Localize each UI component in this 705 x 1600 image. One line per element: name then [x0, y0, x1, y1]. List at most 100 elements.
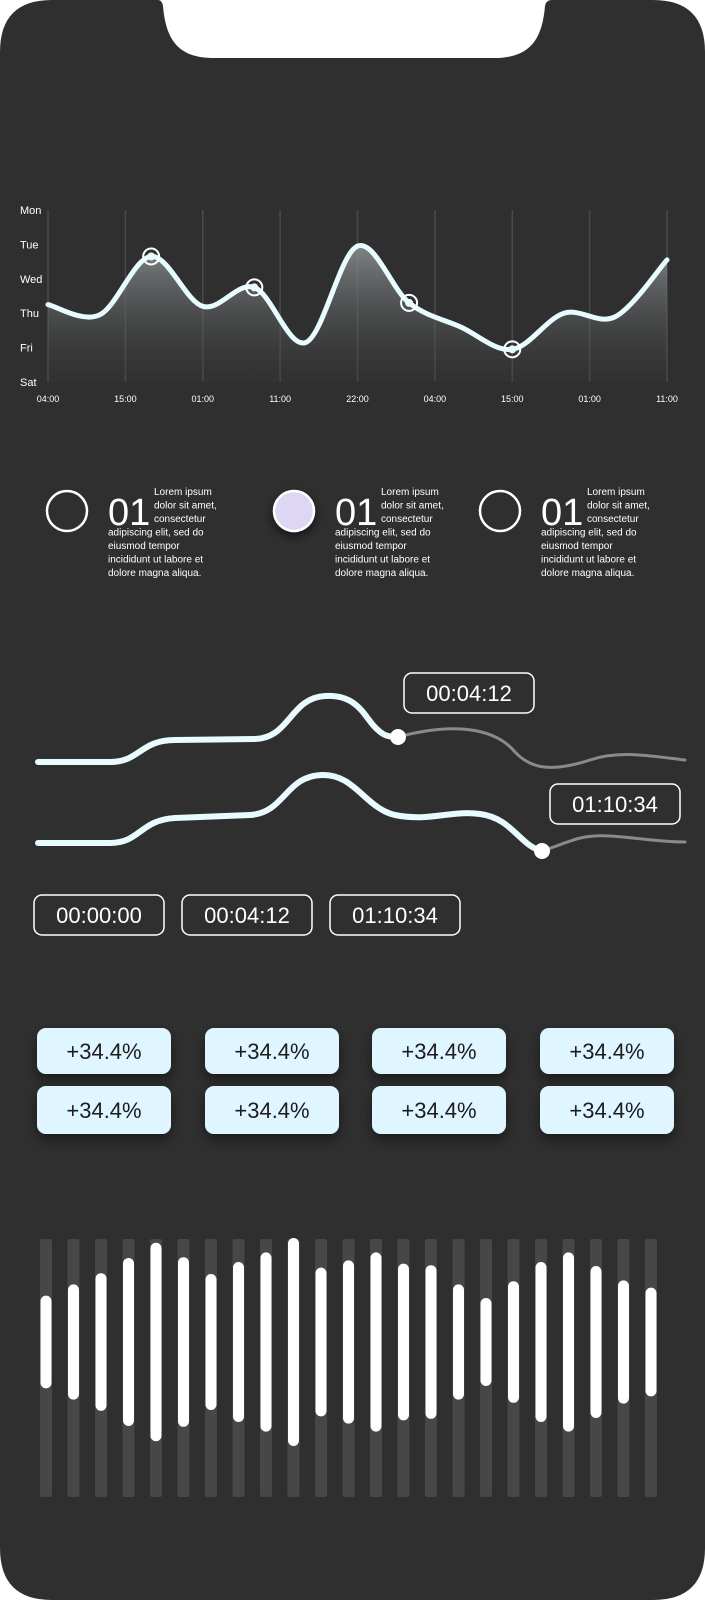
x-tick-label: 15:00: [114, 394, 137, 404]
time-chip[interactable]: 00:00:00: [33, 894, 165, 936]
time-chips: 00:00:00 00:04:12 01:10:34: [33, 894, 461, 936]
percent-pill[interactable]: +34.4%: [37, 1086, 171, 1134]
chart-points: [142, 247, 522, 359]
percent-pill-label: +34.4%: [401, 1098, 476, 1123]
equalizer-bar[interactable]: [260, 1252, 272, 1432]
chart-point-ring[interactable]: [245, 278, 264, 297]
equalizer-bar[interactable]: [40, 1295, 52, 1389]
chart-point-ring[interactable]: [142, 247, 161, 266]
chart-point-ring[interactable]: [400, 293, 419, 312]
percent-pill[interactable]: +34.4%: [372, 1086, 506, 1134]
x-tick-label: 01:00: [578, 394, 601, 404]
y-tick-label: Fri: [20, 343, 33, 355]
percent-pill-label: +34.4%: [401, 1039, 476, 1064]
area-chart: Mon Tue Wed Thu Fri Sat 04:00 15:00 01:00 11:00 2…: [20, 205, 678, 404]
equalizer-bar[interactable]: [370, 1252, 382, 1432]
radio-icon[interactable]: [478, 489, 522, 533]
y-tick-label: Mon: [20, 205, 41, 217]
percent-pill-label: +34.4%: [66, 1039, 141, 1064]
percent-pill-label: +34.4%: [569, 1039, 644, 1064]
equalizer-bar[interactable]: [425, 1265, 437, 1419]
percent-pill-label: +34.4%: [234, 1039, 309, 1064]
info-items: 01 Lorem ipsum dolor sit amet, consectetur…: [45, 487, 650, 579]
equalizer-bar[interactable]: [315, 1267, 327, 1417]
equalizer-bar[interactable]: [480, 1298, 492, 1386]
equalizer-bar[interactable]: [150, 1242, 162, 1442]
info-number: 01: [335, 492, 377, 534]
equalizer-bar[interactable]: [178, 1257, 189, 1427]
chart-area-fill: [48, 245, 667, 382]
time-chip[interactable]: 00:04:12: [181, 894, 313, 936]
percent-pill[interactable]: +34.4%: [540, 1086, 674, 1134]
percent-pill[interactable]: +34.4%: [540, 1028, 674, 1074]
track2-played: [35, 771, 545, 854]
info-item[interactable]: 01 Lorem ipsum dolor sit amet, consectetur…: [45, 487, 217, 579]
x-tick-label: 22:00: [346, 394, 369, 404]
radio-icon[interactable]: [45, 489, 89, 533]
equalizer-bar[interactable]: [618, 1280, 629, 1404]
chart-y-axis: Mon Tue Wed Thu Fri Sat: [20, 205, 42, 389]
time-chip-label: 00:00:00: [56, 903, 142, 928]
equalizer-bar[interactable]: [123, 1258, 134, 1426]
chart-x-axis: 04:00 15:00 01:00 11:00 22:00 04:00 15:00 01:00…: [37, 394, 678, 404]
timeline: 00:04:12 01:10:34: [35, 672, 687, 859]
chart-point-ring[interactable]: [503, 340, 522, 359]
x-tick-label: 01:00: [191, 394, 214, 404]
time-chip-label: 00:04:12: [204, 903, 290, 928]
equalizer-bar[interactable]: [453, 1284, 464, 1400]
track1-time: 00:04:12: [426, 681, 512, 706]
track1-played: [35, 692, 401, 765]
percent-pill[interactable]: +34.4%: [205, 1086, 339, 1134]
y-tick-label: Sat: [20, 377, 37, 389]
info-item[interactable]: 01 Lorem ipsum dolor sit amet, consectetur…: [478, 487, 650, 579]
track1-handle[interactable]: [390, 729, 406, 745]
track2-time: 01:10:34: [572, 792, 658, 817]
time-chip[interactable]: 01:10:34: [329, 894, 461, 936]
equalizer-bar[interactable]: [95, 1273, 107, 1411]
track2-handle[interactable]: [534, 843, 550, 859]
equalizer-bar[interactable]: [68, 1284, 79, 1400]
info-text: Lorem ipsum dolor sit amet, consectetur adi…: [335, 487, 444, 579]
y-tick-label: Thu: [20, 308, 39, 320]
percent-pill-label: +34.4%: [66, 1098, 141, 1123]
percent-pills: +34.4% +34.4% +34.4% +34.4% +34.4% +34.4…: [37, 1028, 674, 1134]
percent-pill[interactable]: +34.4%: [37, 1028, 171, 1074]
y-tick-label: Wed: [20, 274, 42, 286]
x-tick-label: 11:00: [656, 394, 678, 404]
info-number: 01: [108, 492, 150, 534]
equalizer-bar[interactable]: [590, 1266, 602, 1418]
equalizer-bar[interactable]: [645, 1287, 657, 1397]
chart-point: [508, 345, 517, 354]
equalizer-bar[interactable]: [288, 1238, 299, 1446]
equalizer-bar[interactable]: [233, 1262, 244, 1422]
percent-pill-label: +34.4%: [569, 1098, 644, 1123]
track2-time-badge: 01:10:34: [549, 783, 681, 825]
x-tick-label: 11:00: [269, 394, 291, 404]
info-item-selected[interactable]: 01 Lorem ipsum dolor sit amet, consectetur…: [272, 487, 444, 579]
info-text: Lorem ipsum dolor sit amet, consectetur adi…: [108, 487, 217, 579]
equalizer-bar[interactable]: [563, 1252, 574, 1432]
track1-time-badge: 00:04:12: [403, 672, 535, 714]
x-tick-label: 15:00: [501, 394, 524, 404]
percent-pill[interactable]: +34.4%: [372, 1028, 506, 1074]
info-text: Lorem ipsum dolor sit amet, consectetur adi…: [541, 487, 650, 579]
percent-pill[interactable]: +34.4%: [205, 1028, 339, 1074]
x-tick-label: 04:00: [37, 394, 60, 404]
equalizer-bar[interactable]: [343, 1260, 354, 1424]
equalizer-bar[interactable]: [398, 1263, 409, 1421]
time-chip-label: 01:10:34: [352, 903, 438, 928]
y-tick-label: Tue: [20, 239, 39, 251]
radio-selected-icon[interactable]: [272, 489, 316, 533]
equalizer-bar[interactable]: [508, 1281, 519, 1403]
equalizer-bar[interactable]: [205, 1274, 217, 1410]
track1-remaining: [396, 727, 687, 769]
track2-remaining: [540, 834, 687, 853]
equalizer-bar[interactable]: [535, 1262, 547, 1422]
equalizer: [40, 1238, 657, 1497]
info-number: 01: [541, 492, 583, 534]
chart-point: [250, 283, 259, 292]
chart-point: [405, 298, 414, 307]
